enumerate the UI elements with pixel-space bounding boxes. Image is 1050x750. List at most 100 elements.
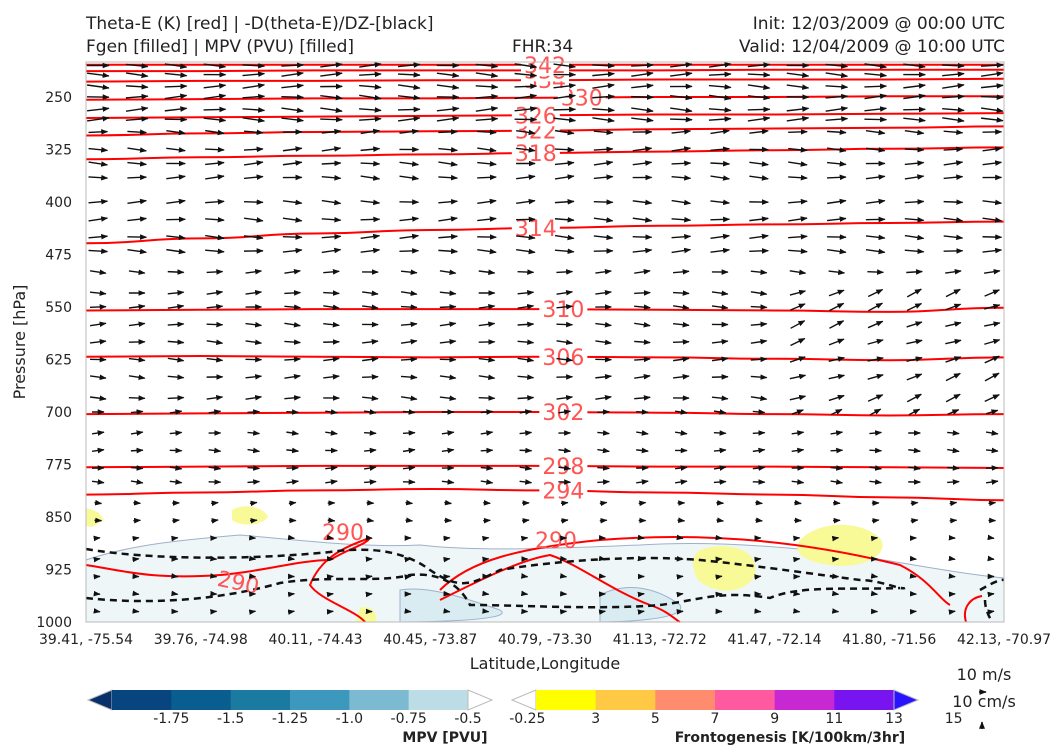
wind-vector: [825, 93, 849, 100]
wind-vector: [399, 248, 420, 254]
wind-vector: [320, 94, 343, 101]
wind-vector: [788, 161, 808, 167]
wind-vector: [86, 72, 110, 78]
wind-vector: [943, 146, 964, 153]
wind-vector: [910, 500, 919, 507]
wind-vector: [166, 129, 186, 136]
wind-vector: [517, 356, 535, 363]
wind-vector: [864, 93, 887, 100]
wind-vector: [402, 465, 416, 471]
contour-label: 290: [535, 529, 577, 554]
wind-vector: [326, 534, 334, 541]
wind-vector: [287, 534, 296, 541]
wind-vector: [867, 320, 884, 329]
wind-vector: [942, 71, 965, 77]
wind-vector: [828, 356, 845, 363]
wind-vector: [830, 408, 843, 416]
fgen-colorbar-extend-left: [510, 689, 537, 711]
wind-vector: [869, 447, 883, 454]
wind-vector: [438, 233, 458, 240]
wind-vector: [981, 107, 1004, 114]
wind-vector: [906, 269, 923, 275]
wind-vector: [634, 268, 651, 275]
wind-vector: [321, 199, 342, 206]
wind-vector: [747, 84, 771, 90]
mpv-colorbar-swatch: [290, 690, 350, 710]
y-tick-label: 925: [45, 563, 72, 579]
wind-vector: [865, 248, 886, 255]
wind-vector: [792, 556, 801, 563]
wind-vector: [89, 339, 107, 345]
wind-vector: [592, 71, 615, 77]
wind-vector: [948, 555, 956, 562]
wind-vector: [747, 72, 771, 78]
wind-vector: [323, 374, 340, 380]
wind-vector: [560, 500, 569, 507]
wind-vector: [206, 321, 224, 328]
wind-vector: [750, 374, 768, 380]
wind-vector: [945, 356, 962, 363]
wind-vector: [288, 500, 297, 507]
wind-vector: [245, 268, 263, 275]
wind-vector: [477, 161, 497, 167]
wind-vector: [130, 479, 144, 485]
wind-vector: [982, 247, 1003, 254]
wind-vector: [364, 447, 377, 454]
wind-vector: [713, 447, 727, 454]
wind-vector: [360, 216, 381, 223]
wind-vector: [870, 573, 879, 579]
wind-vector: [867, 269, 885, 275]
wind-vector: [910, 518, 919, 524]
wind-vector: [831, 590, 840, 597]
wind-vector: [441, 447, 455, 454]
wind-vector: [399, 175, 420, 181]
wind-vector: [516, 198, 536, 205]
wind-vector: [441, 430, 455, 436]
wind-vector: [326, 591, 334, 598]
wind-vector: [945, 321, 962, 327]
forecast-hour: FHR:34: [512, 37, 574, 57]
wind-vector: [88, 216, 109, 222]
wind-vector: [554, 198, 575, 205]
wind-vector: [478, 374, 496, 381]
wind-vector: [708, 116, 732, 122]
wind-vector: [708, 84, 732, 90]
wind-vector: [673, 269, 690, 275]
wind-vector: [593, 217, 614, 223]
wind-vector: [282, 247, 303, 254]
mpv-colorbar-tick: -0.25: [509, 711, 545, 727]
wind-vector: [904, 146, 925, 153]
wind-vector: [249, 500, 258, 507]
wind-vector: [636, 409, 649, 415]
wind-vector: [320, 116, 343, 123]
wind-vector: [436, 84, 460, 90]
wind-vector: [128, 269, 146, 275]
wind-vector: [89, 290, 107, 296]
wind-vector: [825, 116, 849, 122]
wind-vector: [402, 409, 416, 415]
wind-vector: [242, 83, 266, 89]
wind-vector: [206, 269, 224, 275]
wind-vector: [438, 147, 458, 153]
wind-vector: [673, 304, 690, 311]
wind-vector: [592, 107, 615, 113]
wind-vector: [284, 339, 302, 345]
x-tick-label: 41.80, -71.56: [842, 632, 936, 648]
wind-vector: [597, 465, 610, 471]
wind-vector: [673, 339, 690, 345]
wind-vector: [711, 374, 729, 380]
wind-vector: [747, 106, 771, 113]
wind-vector: [864, 63, 887, 69]
wind-vector: [480, 430, 494, 436]
wind-vector: [708, 71, 732, 78]
wind-vector: [749, 216, 769, 222]
wind-vector: [281, 71, 304, 77]
wind-vector: [242, 93, 266, 100]
wind-vector: [477, 248, 497, 255]
wind-vector: [325, 479, 338, 485]
contour-label: 294: [542, 480, 584, 505]
wind-vector: [284, 290, 302, 296]
wind-vector: [364, 479, 377, 485]
wind-vector: [788, 147, 808, 153]
wind-vector: [560, 518, 569, 524]
